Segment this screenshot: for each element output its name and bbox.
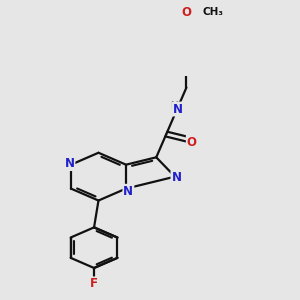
- Text: N: N: [173, 103, 183, 116]
- Text: CH₃: CH₃: [202, 7, 224, 17]
- Text: N: N: [64, 157, 74, 170]
- Text: N: N: [171, 171, 182, 184]
- Text: O: O: [187, 136, 197, 148]
- Text: O: O: [182, 6, 191, 19]
- Text: F: F: [90, 278, 98, 290]
- Text: H: H: [170, 101, 178, 111]
- Text: N: N: [123, 185, 134, 198]
